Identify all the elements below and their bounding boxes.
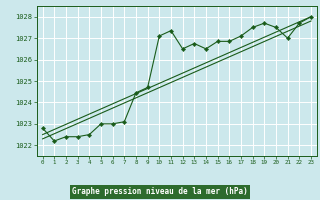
Text: Graphe pression niveau de la mer (hPa): Graphe pression niveau de la mer (hPa)	[72, 188, 248, 196]
